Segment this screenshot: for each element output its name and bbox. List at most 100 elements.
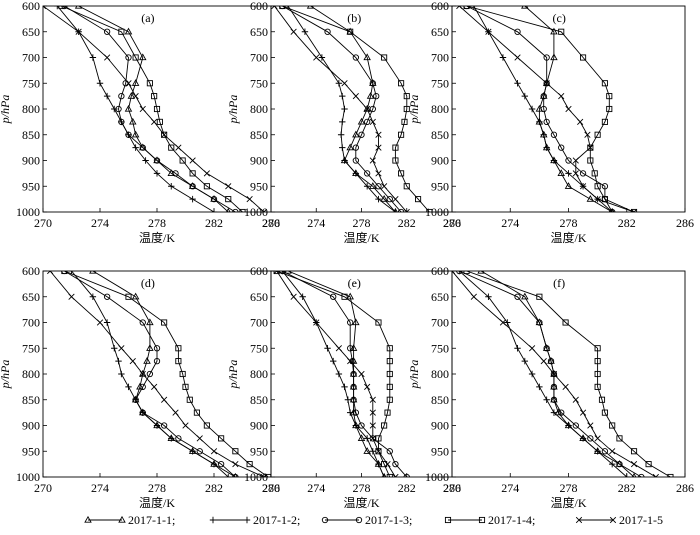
data-point: [330, 293, 337, 300]
x-tick-label: 278: [560, 481, 578, 495]
data-point: [341, 80, 348, 87]
data-point: [175, 358, 182, 365]
data-point: [521, 6, 529, 9]
data-point: [452, 271, 456, 275]
data-point: [403, 473, 410, 477]
data-point: [470, 293, 477, 300]
data-point: [344, 396, 352, 403]
data-point: [210, 448, 218, 455]
data-point: [579, 170, 587, 177]
data-point: [543, 80, 550, 87]
data-point: [175, 345, 182, 352]
data-point: [536, 383, 543, 391]
data-point: [363, 447, 371, 454]
x-tick-label: 282: [205, 481, 223, 495]
y-tick-label: 1000: [16, 205, 40, 219]
data-point: [616, 435, 623, 442]
data-point: [594, 448, 601, 455]
x-tick-label: 282: [398, 481, 416, 495]
data-point: [153, 422, 161, 429]
data-point: [415, 196, 422, 203]
series-2017-1-2: [68, 271, 232, 477]
legend-marker: [575, 516, 583, 524]
y-tick-label: 750: [431, 341, 449, 355]
data-point: [536, 118, 543, 126]
y-tick-label: 750: [250, 76, 268, 90]
series-2017-1-5: [43, 6, 267, 212]
y-tick-label: 750: [431, 76, 449, 90]
x-tick-label: 274: [307, 216, 325, 230]
data-point: [645, 461, 652, 468]
data-point: [350, 370, 357, 378]
y-tick-label: 950: [22, 444, 40, 458]
data-point: [536, 319, 543, 326]
data-point: [630, 461, 638, 468]
data-point: [587, 157, 594, 164]
data-point: [369, 182, 377, 189]
data-point: [335, 370, 343, 378]
data-point: [349, 344, 358, 351]
data-point: [403, 208, 410, 212]
series-line: [287, 6, 396, 212]
data-point: [125, 383, 132, 391]
data-point: [337, 131, 345, 138]
y-tick-label: 900: [431, 419, 449, 433]
data-point: [132, 396, 139, 403]
series-2017-1-1: [284, 271, 387, 477]
x-tick-label: 274: [501, 481, 519, 495]
x-tick-label: 274: [91, 216, 109, 230]
data-point: [364, 383, 371, 390]
data-point: [260, 473, 267, 477]
data-point: [375, 170, 382, 177]
data-point: [540, 92, 547, 100]
y-tick-label: 850: [431, 393, 449, 407]
data-point: [514, 345, 521, 352]
x-tick-label: 282: [398, 216, 416, 230]
data-point: [139, 409, 146, 416]
y-tick-label: 1000: [244, 470, 268, 484]
data-point: [550, 395, 558, 403]
series-2017-1-4: [463, 271, 674, 477]
data-point: [352, 157, 359, 164]
x-tick-label: 270: [443, 216, 461, 230]
series-2017-1-5: [47, 271, 267, 477]
data-point: [543, 54, 550, 61]
y-tick-label: 950: [250, 444, 268, 458]
data-point: [284, 271, 292, 274]
data-point: [375, 319, 382, 326]
legend-marker: [355, 516, 363, 524]
data-point: [565, 105, 572, 113]
data-point: [124, 27, 133, 35]
series-2017-1-1: [89, 271, 238, 477]
y-axis-label: p/hPa: [407, 360, 421, 390]
data-point: [146, 370, 154, 378]
data-point: [193, 409, 200, 416]
data-point: [225, 196, 232, 203]
data-point: [543, 80, 550, 87]
data-point: [587, 144, 594, 151]
data-point: [608, 208, 616, 212]
data-point: [161, 131, 168, 138]
data-point: [146, 80, 153, 87]
data-point: [347, 358, 354, 365]
legend-marker: [321, 516, 329, 524]
data-point: [153, 105, 161, 113]
panel-c: 270 274 278 282 286 600 650 700 750 800 850 900 950 1…: [407, 0, 694, 245]
data-point: [330, 357, 337, 365]
series-2017-1-3: [61, 6, 239, 212]
data-point: [565, 157, 572, 164]
data-point: [594, 370, 601, 378]
data-point: [156, 118, 163, 125]
y-tick-label: 650: [22, 25, 40, 39]
data-point: [172, 409, 179, 416]
legend-marker: [209, 516, 217, 524]
x-tick-label: 270: [262, 216, 280, 230]
data-point: [386, 473, 393, 477]
data-point: [104, 54, 111, 61]
legend: 2017-1-1; 2017-1-2; 2017-1-3; 2017-1-4; 2017…: [84, 513, 663, 527]
y-tick-label: 600: [22, 0, 40, 13]
x-axis-label: 温度/K: [550, 230, 586, 245]
data-point: [586, 194, 595, 202]
data-point: [217, 460, 225, 468]
